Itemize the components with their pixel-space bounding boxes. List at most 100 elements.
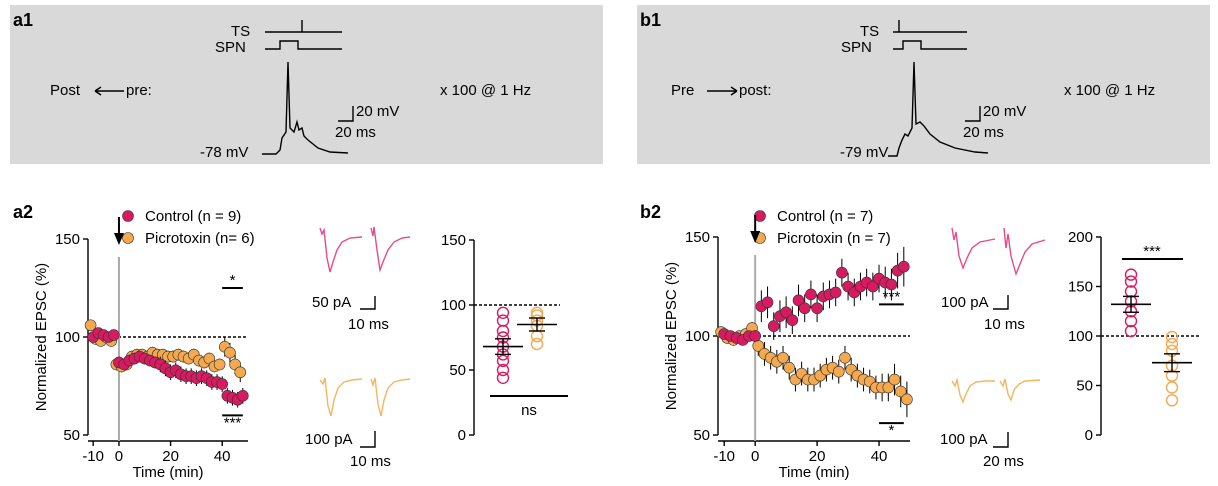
a1-rest-potential: -78 mV	[200, 144, 248, 161]
b1-spn-label: SPN	[841, 39, 872, 56]
y-tick-label: 200	[1068, 229, 1093, 246]
a2-legend-control-marker	[122, 210, 134, 222]
a1-protocol-post: Post	[50, 82, 81, 99]
b1-ts-label: TS	[860, 23, 879, 40]
panel-a1: a1 TS SPN Post pre: x 100 @ 1 Hz 20 mV 2…	[10, 5, 603, 164]
y-tick-label: 100	[685, 328, 710, 345]
picrotoxin-point	[213, 358, 226, 371]
picrotoxin-cell	[1165, 337, 1179, 351]
control-cell	[1124, 314, 1138, 328]
a1-arrow	[94, 86, 124, 96]
y-tick-label: 150	[685, 229, 710, 246]
b1-label: b1	[640, 10, 661, 30]
b1-spike-trace	[888, 61, 989, 157]
a2-trace-scale-time-top: 10 ms	[348, 316, 389, 333]
b1-repeat: x 100 @ 1 Hz	[1064, 82, 1155, 99]
b2-trace-scale-amp-bottom: 100 pA	[940, 431, 988, 448]
a2-summary-chart: 0 50 100 150 ns	[441, 232, 568, 444]
picrotoxin-point	[832, 365, 845, 378]
a2-legend-picro-marker	[122, 232, 134, 244]
y-tick-label: 100	[1068, 328, 1093, 345]
x-axis-label: Time (min)	[778, 464, 849, 481]
control-point	[798, 302, 811, 315]
control-cell	[496, 306, 510, 319]
y-tick-label: 150	[55, 231, 80, 248]
control-point	[237, 389, 249, 402]
control-point	[761, 296, 774, 309]
control-cell	[1124, 275, 1138, 288]
y-tick-label: 150	[1068, 279, 1093, 296]
b2-summary-chart: 0 50 100 150 200 ***	[1068, 229, 1200, 444]
induction-arrow-head	[750, 231, 761, 243]
control-point	[811, 302, 823, 315]
y-tick-label: 50	[1076, 378, 1093, 395]
b1-spn-line	[893, 40, 967, 50]
control-point	[216, 378, 228, 390]
sig-label: ***	[224, 414, 242, 431]
b1-arrow	[707, 86, 738, 96]
picrotoxin-cell	[530, 337, 544, 351]
b1-protocol-post: post:	[739, 82, 772, 99]
picrotoxin-cell	[1165, 381, 1179, 394]
panel-a2: a2 Control (n = 9) Picrotoxin (n= 6) 50 1…	[13, 202, 568, 481]
b1-ts-line	[893, 20, 967, 33]
b2-trace-scale	[993, 295, 1009, 310]
picrotoxin-point	[839, 351, 851, 364]
a1-spn-line	[265, 40, 342, 50]
y-tick-label: 0	[458, 427, 466, 444]
y-tick-label: 100	[441, 297, 466, 314]
control-point	[836, 266, 848, 279]
control-cell	[496, 363, 510, 377]
b1-scale-bar	[965, 106, 981, 122]
b2-legend-picro: Picrotoxin (n = 7)	[777, 230, 891, 247]
control-point	[780, 306, 792, 319]
x-tick-label: 40	[871, 448, 888, 465]
picrotoxin-point	[777, 351, 789, 364]
picrotoxin-point	[783, 361, 796, 374]
a2-legend-picro: Picrotoxin (n= 6)	[145, 230, 255, 247]
control-cell	[1124, 324, 1138, 338]
a1-ts-label: TS	[231, 23, 250, 40]
control-point	[108, 329, 120, 341]
y-tick-label: 50	[693, 427, 710, 444]
picrotoxin-point	[224, 346, 236, 359]
a2-legend-control: Control (n = 9)	[145, 208, 241, 225]
b2-trace-picro-1	[951, 377, 995, 404]
y-axis-label: Normalized EPSC (%)	[663, 262, 680, 410]
picrotoxin-cell	[530, 306, 544, 319]
a1-spn-label: SPN	[215, 39, 246, 56]
sig-label: *	[888, 422, 894, 439]
a1-ts-line	[265, 20, 342, 33]
control-point	[805, 288, 817, 301]
b2-trace-scale-2	[993, 432, 1009, 448]
induction-arrow-head	[113, 233, 124, 245]
picrotoxin-cell	[1165, 394, 1179, 407]
b1-scale-v: 20 mV	[983, 103, 1026, 120]
a2-trace-picro-1	[319, 377, 363, 417]
control-point	[829, 286, 842, 299]
picrotoxin-cell	[1165, 330, 1179, 344]
y-tick-label: 0	[1085, 427, 1093, 444]
y-tick-label: 50	[63, 427, 80, 444]
picrotoxin-point	[894, 385, 907, 398]
control-point	[885, 278, 898, 291]
control-cell	[496, 354, 510, 368]
b2-trace-picro-2	[999, 378, 1041, 402]
b2-trace-control-2	[1003, 227, 1046, 277]
control-cell	[1124, 268, 1138, 281]
control-cell	[496, 371, 510, 384]
a1-scale-v: 20 mV	[356, 103, 399, 120]
picrotoxin-point	[901, 393, 913, 406]
a2-trace-scale	[360, 296, 376, 310]
picrotoxin-cell	[530, 330, 544, 343]
a1-spike-trace	[262, 61, 349, 155]
b1-protocol-pre: Pre	[671, 82, 694, 99]
control-point	[792, 294, 805, 307]
a1-scale-t: 20 ms	[335, 124, 376, 141]
sig-label: *	[230, 272, 236, 289]
b1-scale-t: 20 ms	[963, 124, 1004, 141]
x-tick-label: 20	[162, 448, 179, 465]
a2-trace-scale-amp-bottom: 100 pA	[305, 431, 353, 448]
b2-legend-control: Control (n = 7)	[777, 208, 873, 225]
